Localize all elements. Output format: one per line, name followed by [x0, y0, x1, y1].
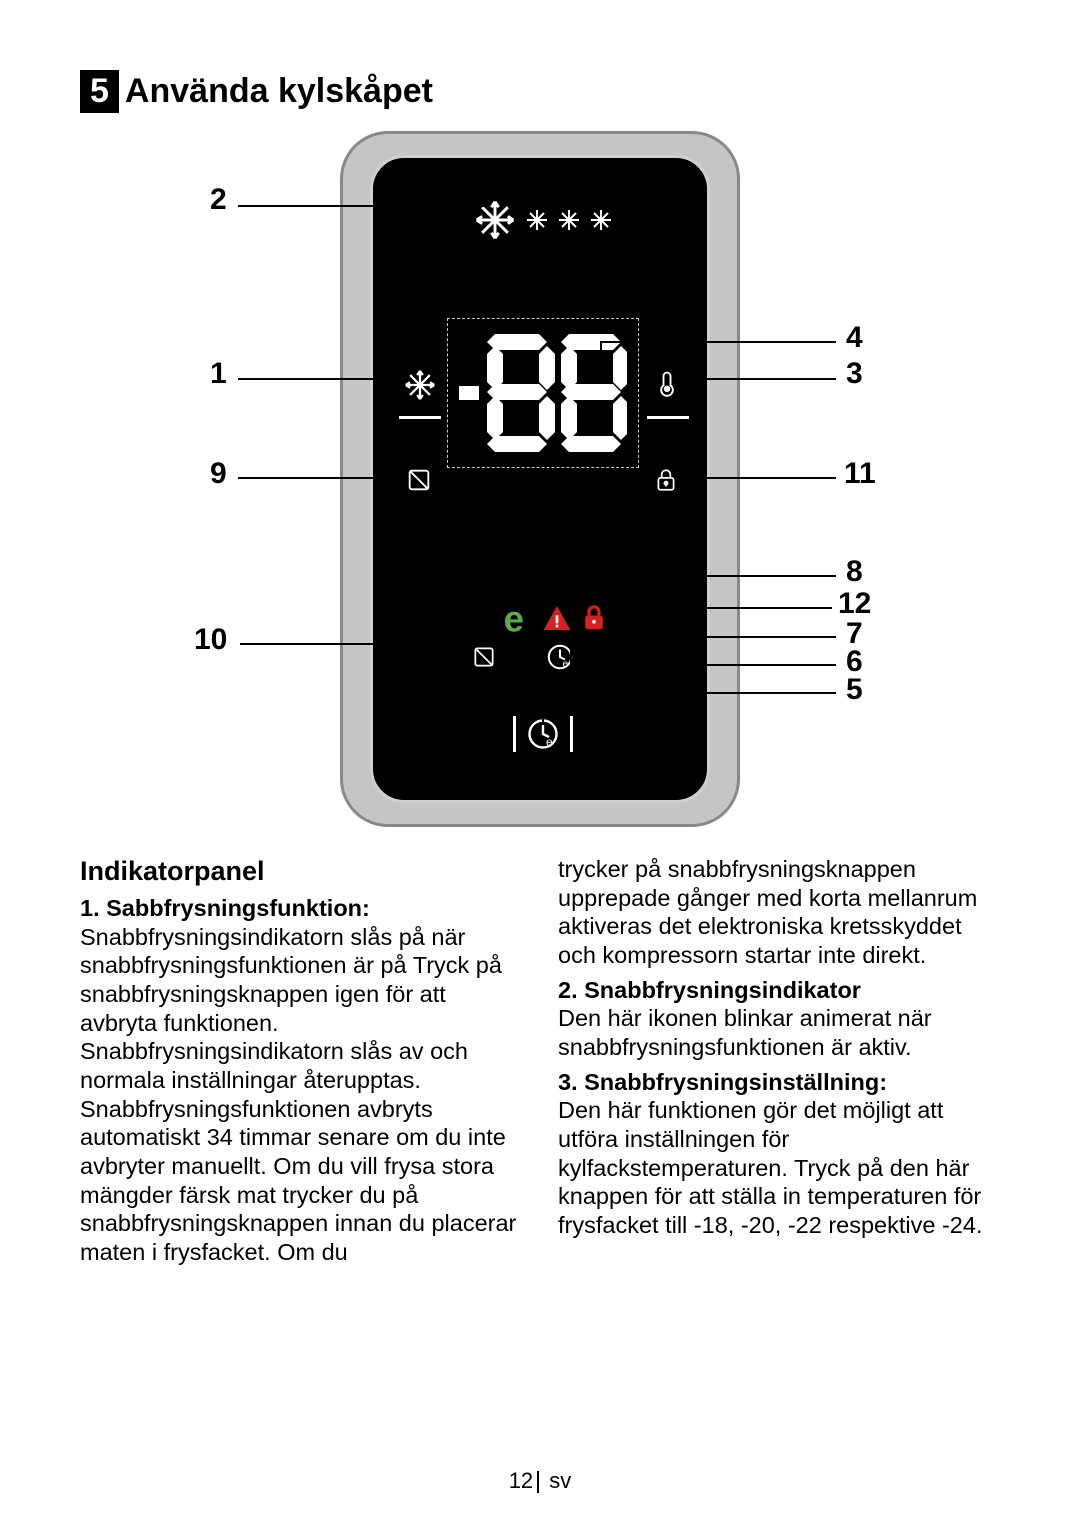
alarm-off-icon: [405, 466, 433, 494]
button-bar: [570, 716, 573, 752]
callout-4: 4: [846, 321, 863, 355]
section-header: 5 Använda kylskåpet: [80, 70, 1000, 113]
warning-icon: [541, 602, 573, 634]
diagram-container: e e: [80, 131, 1000, 827]
leader-line: [600, 341, 836, 343]
page-footer: 12 sv: [0, 1468, 1080, 1494]
snowflake-small-icon: [525, 208, 549, 232]
left-column: Indikatorpanel 1. Sabbfrysningsfunktion:…: [80, 855, 522, 1266]
snowflake-small-icon: [557, 208, 581, 232]
callout-5: 5: [846, 673, 863, 707]
callout-10: 10: [194, 623, 227, 657]
subheading: Indikatorpanel: [80, 855, 522, 888]
item-1-head: 1. Sabbfrysningsfunktion:: [80, 895, 370, 921]
body-columns: Indikatorpanel 1. Sabbfrysningsfunktion:…: [80, 855, 1000, 1266]
callout-3: 3: [846, 357, 863, 391]
leader-line: [542, 692, 544, 722]
leader-line: [238, 378, 396, 380]
callout-2: 2: [210, 183, 227, 217]
right-column: trycker på snabbfrysningsknappen upprepa…: [558, 855, 1000, 1266]
item-1-body: Snabbfrysningsindikatorn slås på när sna…: [80, 924, 516, 1265]
snowflake-button-icon: [403, 368, 437, 402]
leader-line: [576, 636, 836, 638]
leader-line: [570, 649, 572, 665]
leader-line: [682, 378, 836, 380]
svg-text:e: e: [504, 598, 524, 638]
button-underline: [647, 416, 689, 419]
leader-line: [518, 575, 836, 577]
indicator-panel-diagram: e e: [180, 131, 900, 827]
leader-line: [576, 617, 578, 637]
item-2: 2. Snabbfrysningsindikator Den här ikone…: [558, 976, 1000, 1062]
page-lang: sv: [549, 1468, 571, 1493]
callout-1: 1: [210, 357, 227, 391]
thermometer-icon: [653, 364, 681, 402]
eco-e-icon: e: [497, 598, 537, 638]
item-3: 3. Snabbfrysningsinställning: Den här fu…: [558, 1068, 1000, 1240]
display-panel: e e: [370, 155, 710, 803]
leader-line: [600, 341, 602, 381]
item-2-head: 2. Snabbfrysningsindikator: [558, 977, 861, 1003]
leader-line: [238, 477, 396, 479]
leader-line: [518, 575, 520, 597]
leader-line: [240, 643, 462, 645]
callout-8: 8: [846, 555, 863, 589]
button-bar: [513, 716, 516, 752]
item-1-continuation: trycker på snabbfrysningsknappen upprepa…: [558, 855, 1000, 970]
page-number: 12: [509, 1468, 533, 1493]
button-underline: [399, 416, 441, 419]
callout-12: 12: [838, 587, 871, 621]
callout-11: 11: [844, 457, 876, 491]
leader-line: [570, 664, 836, 666]
alarm-off-small-icon: [471, 644, 497, 670]
keylock-icon: [653, 466, 679, 494]
leader-line: [238, 205, 484, 207]
svg-text:e: e: [563, 659, 569, 670]
leader-line: [680, 477, 836, 479]
section-number-badge: 5: [80, 70, 119, 113]
item-3-head: 3. Snabbfrysningsinställning:: [558, 1069, 887, 1095]
callout-9: 9: [210, 457, 227, 491]
item-2-body: Den här ikonen blinkar animerat när snab…: [558, 1005, 932, 1060]
section-title: Använda kylskåpet: [125, 72, 433, 111]
item-3-body: Den här funktionen gör det möjligt att u…: [558, 1097, 982, 1238]
svg-text:e: e: [546, 735, 553, 749]
snowflake-small-icon: [589, 208, 613, 232]
item-1: 1. Sabbfrysningsfunktion: Snabbfrysnings…: [80, 894, 522, 1267]
leader-line: [600, 607, 832, 609]
leader-line: [542, 692, 836, 694]
